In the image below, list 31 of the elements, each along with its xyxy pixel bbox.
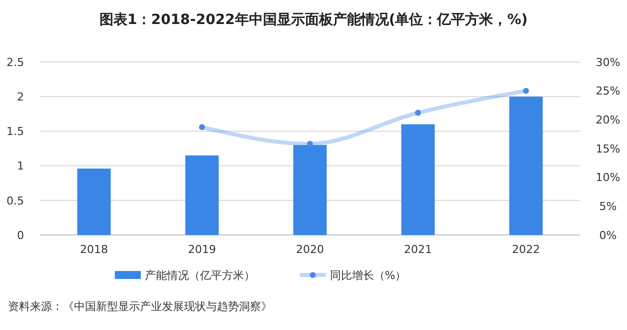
y2-tick-label: 10% <box>596 171 620 184</box>
y-tick-label: 2.5 <box>6 56 24 69</box>
legend-label: 产能情况（亿平方米） <box>144 268 255 282</box>
x-tick-label: 2021 <box>404 243 432 256</box>
point <box>199 124 205 130</box>
y2-tick-label: 15% <box>596 142 620 156</box>
y-tick-label: 2 <box>17 90 24 104</box>
bar <box>509 96 543 235</box>
x-tick-label: 2020 <box>296 243 324 256</box>
legend-label: 同比增长（%） <box>330 268 406 282</box>
x-tick-label: 2019 <box>188 243 216 256</box>
text: 资料来源：《中国新型显示产业发展现状与趋势洞察》 <box>8 300 272 313</box>
x-tick-label: 2018 <box>80 243 108 256</box>
y2-tick-label: 20% <box>596 114 620 127</box>
y2-tick-label: 30% <box>596 56 620 69</box>
y2-tick-label: 0% <box>599 228 617 242</box>
y2-tick-label: 5% <box>599 200 617 214</box>
point <box>415 110 421 116</box>
y2-tick-label: 25% <box>596 84 620 98</box>
point <box>307 140 313 147</box>
bar <box>293 145 327 235</box>
y-tick-label: 0 <box>17 228 24 242</box>
bar <box>77 168 111 235</box>
y-tick-label: 1 <box>17 160 24 173</box>
x-tick-label: 2022 <box>512 243 540 256</box>
y-tick-label: 1.5 <box>6 125 24 138</box>
y-tick-label: 0.5 <box>6 194 24 208</box>
point <box>523 88 529 94</box>
bar <box>401 124 435 235</box>
bar <box>185 155 219 235</box>
chart-title: 图表1：2018-2022年中国显示面板产能情况(单位：亿平方米，%) <box>99 11 528 28</box>
